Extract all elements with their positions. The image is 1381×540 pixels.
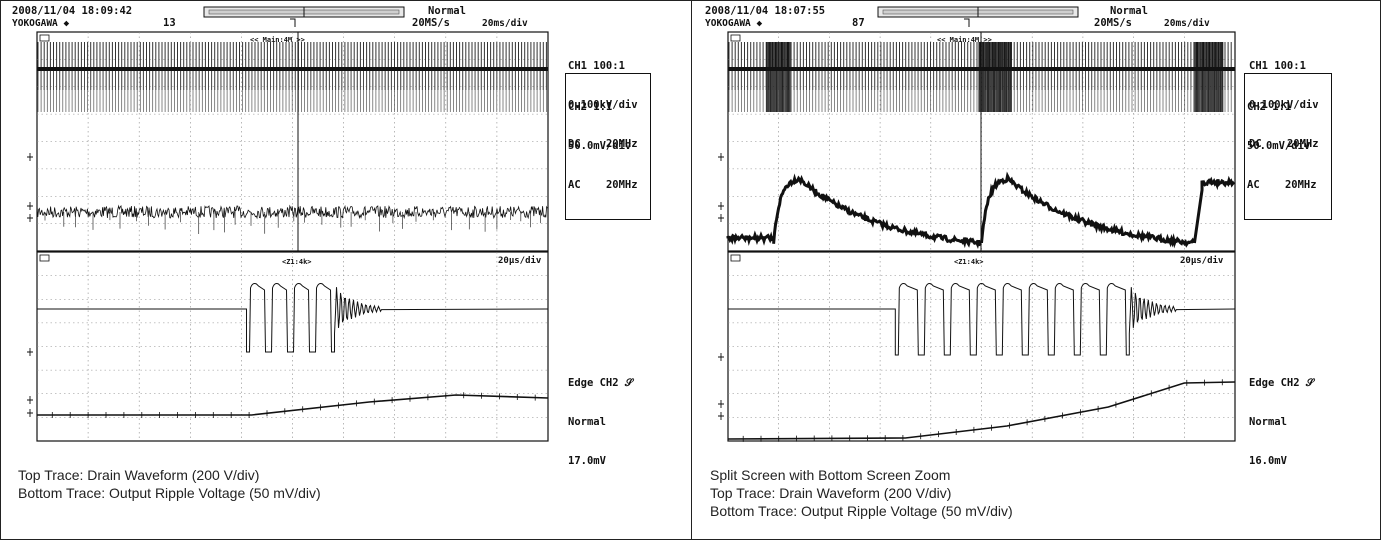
ch2-ripple-trace <box>36 204 548 220</box>
channel-level-marker <box>718 412 724 420</box>
ch1-lower-bursts <box>37 71 547 112</box>
zoom-timebase: 20μs/div <box>1180 256 1224 266</box>
brand-label: YOKOGAWA ◆ <box>705 18 763 29</box>
record-position-bar <box>877 6 1079 27</box>
ch2-settings: CH2 1:1 50.0mV/div AC 20MHz <box>565 73 651 220</box>
trigger-level: 17.0mV <box>568 455 606 467</box>
ch2-recovery-curve <box>726 230 775 247</box>
ch2-recovery-curve <box>980 171 1195 249</box>
ch1-center-band <box>37 67 548 71</box>
caption-line: Bottom Trace: Output Ripple Voltage (50 … <box>18 485 321 501</box>
ch2-scale: 50.0mV/div <box>568 140 632 152</box>
screen-layout-icon <box>730 34 741 42</box>
ch2-name: CH2 1:1 <box>568 101 613 113</box>
trigger-source: Edge CH2 𝒮 <box>1249 377 1315 389</box>
channel-level-marker <box>27 202 33 210</box>
scope-panel-left: 2008/11/04 18:09:42 YOKOGAWA ◆ 13 Normal… <box>0 0 690 540</box>
ch2-scale: 50.0mV/div <box>1247 140 1311 152</box>
channel-level-marker <box>718 202 724 210</box>
rising-edge-icon: 𝒮 <box>624 377 634 389</box>
ch1-lower-bursts <box>728 71 1232 112</box>
ch1-zoom-pulses <box>728 283 1236 356</box>
ch2-sample-ticks <box>742 379 1223 442</box>
ch2-zoom-ripple <box>727 381 1236 440</box>
main-window-label: << Main:4M >> <box>250 36 305 44</box>
zoom-window-label: <Z1:4k> <box>954 258 984 266</box>
trigger-position-marker <box>964 18 970 27</box>
caption: Top Trace: Drain Waveform (200 V/div) Bo… <box>18 466 321 502</box>
caption-line: Top Trace: Drain Waveform (200 V/div) <box>710 485 952 501</box>
rising-edge-icon: 𝒮 <box>1305 377 1315 389</box>
timestamp: 2008/11/04 18:09:42 <box>12 5 133 17</box>
trigger-mode-header: Normal <box>1110 5 1148 17</box>
channel-level-marker <box>27 153 33 161</box>
timestamp: 2008/11/04 18:07:55 <box>705 5 826 17</box>
trigger-mode: Normal <box>1249 416 1287 428</box>
sample-rate: 20MS/s <box>1094 17 1132 29</box>
ch1-coupling-row: DC 20MHz <box>1249 138 1319 150</box>
channel-level-marker <box>718 153 724 161</box>
ch1-settings: CH1 100:1 0.100kV/div DC 20MHz <box>568 34 638 177</box>
caption-line: Bottom Trace: Output Ripple Voltage (50 … <box>710 503 1013 519</box>
channel-level-marker <box>718 353 724 361</box>
ch1-coupling-row: DC 20MHz <box>568 138 638 150</box>
channel-level-marker <box>27 396 33 404</box>
record-position-bar <box>203 6 405 27</box>
trigger-position-marker <box>290 18 296 27</box>
timebase: 20ms/div <box>482 18 528 29</box>
sample-rate: 20MS/s <box>412 17 450 29</box>
acquisition-count: 13 <box>163 17 176 29</box>
scope-display <box>718 31 1236 442</box>
ch2-name: CH2 1:1 <box>1247 101 1292 113</box>
screen-layout-icon <box>39 34 50 42</box>
trigger-level: 16.0mV <box>1249 455 1287 467</box>
ch2-coupling-row: AC 20MHz <box>1247 179 1317 191</box>
timebase: 20ms/div <box>1164 18 1210 29</box>
trigger-mode: Normal <box>568 416 606 428</box>
main-window-label: << Main:4M >> <box>937 36 992 44</box>
screen-layout-icon <box>730 254 741 262</box>
ch1-dense-burst <box>766 42 792 112</box>
trigger-source: Edge CH2 𝒮 <box>568 377 634 389</box>
ch2-ripple-spikes <box>44 212 541 234</box>
screen-layout-icon <box>39 254 50 262</box>
caption-line: Top Trace: Drain Waveform (200 V/div) <box>18 467 260 483</box>
ch1-scale: 0.100kV/div <box>1249 99 1319 111</box>
channel-level-marker <box>27 214 33 222</box>
ch2-recovery-curve <box>772 173 982 250</box>
ch1-switching-bursts <box>37 42 547 90</box>
channel-level-marker <box>718 400 724 408</box>
panel-divider <box>691 0 692 540</box>
trigger-settings: Edge CH2 𝒮 Normal 17.0mV <box>568 351 633 494</box>
trigger-settings: Edge CH2 𝒮 Normal 16.0mV <box>1249 351 1314 494</box>
caption-line: Split Screen with Bottom Screen Zoom <box>710 467 951 483</box>
scope-display <box>27 31 549 442</box>
ch1-scale: 0.100kV/div <box>568 99 638 111</box>
caption: Split Screen with Bottom Screen Zoom Top… <box>710 466 1013 520</box>
ch2-zoom-ripple <box>37 394 549 416</box>
channel-level-marker <box>718 214 724 222</box>
channel-level-marker <box>27 409 33 417</box>
zoom-window-label: <Z1:4k> <box>282 258 312 266</box>
ch2-recovery-curve <box>1192 175 1236 244</box>
ch1-settings: CH1 100:1 0.100kV/div DC 20MHz <box>1249 34 1319 177</box>
trigger-mode-header: Normal <box>428 5 466 17</box>
channel-level-marker <box>27 348 33 356</box>
ch1-name: CH1 100:1 <box>1249 60 1306 72</box>
ch1-zoom-pulses <box>37 283 549 353</box>
ch1-name: CH1 100:1 <box>568 60 625 72</box>
acquisition-count: 87 <box>852 17 865 29</box>
zoom-timebase: 20μs/div <box>498 256 542 266</box>
scope-panel-right: 2008/11/04 18:07:55 YOKOGAWA ◆ 87 Normal… <box>692 0 1381 540</box>
ch2-sample-ticks <box>51 392 536 418</box>
brand-label: YOKOGAWA ◆ <box>12 18 70 29</box>
ch2-settings: CH2 1:1 50.0mV/div AC 20MHz <box>1244 73 1332 220</box>
ch2-coupling-row: AC 20MHz <box>568 179 638 191</box>
